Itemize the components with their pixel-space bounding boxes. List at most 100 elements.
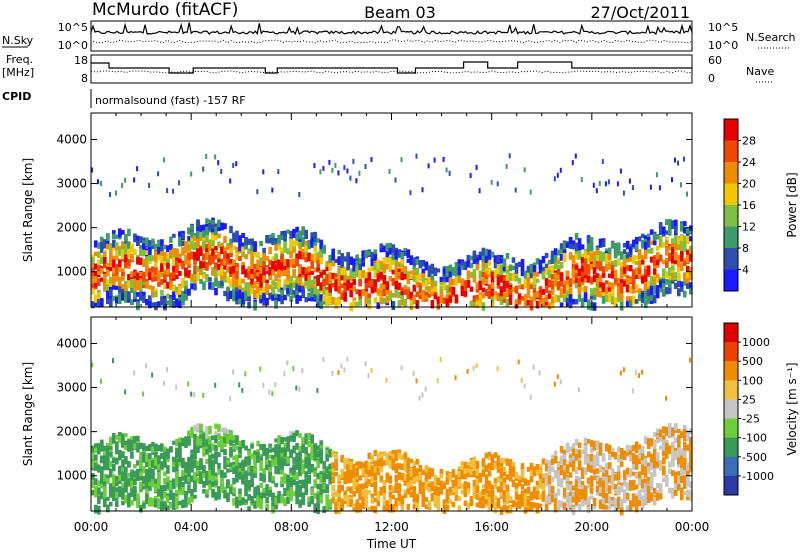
velocity-cell (157, 480, 161, 489)
velocity-cell (412, 477, 417, 485)
velocity-cell (517, 500, 522, 507)
power-cell (385, 252, 390, 257)
velocity-cell (226, 437, 230, 445)
velocity-cell (604, 505, 609, 510)
velocity-cell (643, 493, 648, 499)
velocity-cell (136, 443, 140, 449)
velocity-cell (295, 499, 299, 505)
power-colorbar-label: 28 (742, 135, 756, 148)
power-cell (616, 246, 621, 256)
velocity-cell (118, 474, 122, 481)
velocity-cell (493, 463, 498, 468)
velocity-cell (430, 481, 435, 489)
power-cell (553, 294, 558, 303)
velocity-cell (277, 470, 281, 475)
velocity-cell (370, 505, 375, 511)
power-cell (334, 273, 338, 278)
velocity-cell (466, 466, 471, 471)
power-cell (547, 302, 552, 310)
power-cell (514, 263, 519, 270)
power-cell (382, 288, 387, 297)
power-cell (568, 287, 573, 295)
velocity-cell (145, 453, 149, 462)
velocity-cell (166, 482, 170, 490)
velocity-cell (352, 503, 356, 508)
power-cell (577, 244, 582, 251)
power-cell (571, 255, 576, 264)
velocity-cell (370, 475, 375, 484)
power-cell (334, 300, 338, 309)
power-cell (298, 281, 302, 287)
velocity-cell (103, 499, 107, 504)
power-cell (677, 255, 681, 263)
velocity-cell (223, 430, 227, 440)
power-cell (556, 268, 561, 273)
velocity-cell (475, 478, 480, 486)
power-cell (277, 294, 281, 302)
velocity-cell (112, 433, 116, 440)
power-cell (646, 237, 651, 242)
power-cell (391, 278, 396, 286)
velocity-cell (412, 465, 417, 474)
power-cell (214, 278, 218, 287)
velocity-cell (358, 502, 362, 510)
velocity-cell (136, 460, 140, 466)
velocity-cell (397, 486, 402, 493)
power-cell (355, 265, 359, 275)
velocity-cell (337, 497, 341, 503)
power-cell (328, 284, 332, 293)
velocity-cell (562, 487, 567, 494)
velocity-cell (124, 456, 128, 465)
power-cell (142, 295, 146, 303)
power-cell (451, 267, 456, 276)
velocity-cell (97, 505, 101, 515)
velocity-cell (559, 379, 562, 385)
velocity-cell (406, 469, 411, 477)
power-cell (674, 282, 678, 289)
power-cell (208, 259, 212, 266)
velocity-cell (232, 498, 236, 506)
velocity-cell (151, 497, 155, 507)
velocity-cell (238, 382, 241, 388)
power-cell (598, 239, 603, 248)
power-cell (643, 241, 648, 250)
power-cell (271, 293, 275, 301)
velocity-cell (124, 440, 128, 446)
power-cell (196, 248, 200, 255)
velocity-cell (274, 482, 278, 488)
power-cell (247, 290, 251, 297)
power-cell (298, 230, 302, 240)
velocity-cell (532, 490, 537, 499)
power-cell (686, 280, 690, 289)
power-cell (496, 256, 501, 263)
velocity-cell (220, 477, 224, 486)
power-cell (190, 231, 194, 238)
power-cell (586, 256, 591, 263)
power-cell (265, 266, 269, 272)
velocity-cell (124, 433, 128, 438)
power-cell (598, 282, 603, 288)
power-cell (355, 255, 359, 264)
velocity-cell (316, 387, 319, 393)
power-cell (238, 289, 242, 299)
power-cell (508, 297, 513, 305)
power-cell (184, 249, 188, 254)
power-cell (298, 265, 302, 275)
power-cell (286, 275, 290, 284)
power-cell (283, 260, 287, 266)
velocity-cell (160, 487, 164, 492)
velocity-cell (139, 451, 143, 457)
power-cell (223, 247, 227, 252)
velocity-cell (583, 467, 588, 476)
velocity-cell (382, 480, 387, 487)
velocity-cell (454, 486, 459, 492)
velocity-cell (97, 495, 101, 502)
velocity-cell (592, 476, 597, 481)
velocity-cell (394, 499, 399, 507)
velocity-cell (646, 444, 651, 449)
power-cell (553, 261, 558, 270)
velocity-cell (484, 474, 489, 484)
velocity-cell (598, 499, 603, 508)
velocity-cell (136, 435, 140, 444)
velocity-cell (343, 494, 347, 501)
